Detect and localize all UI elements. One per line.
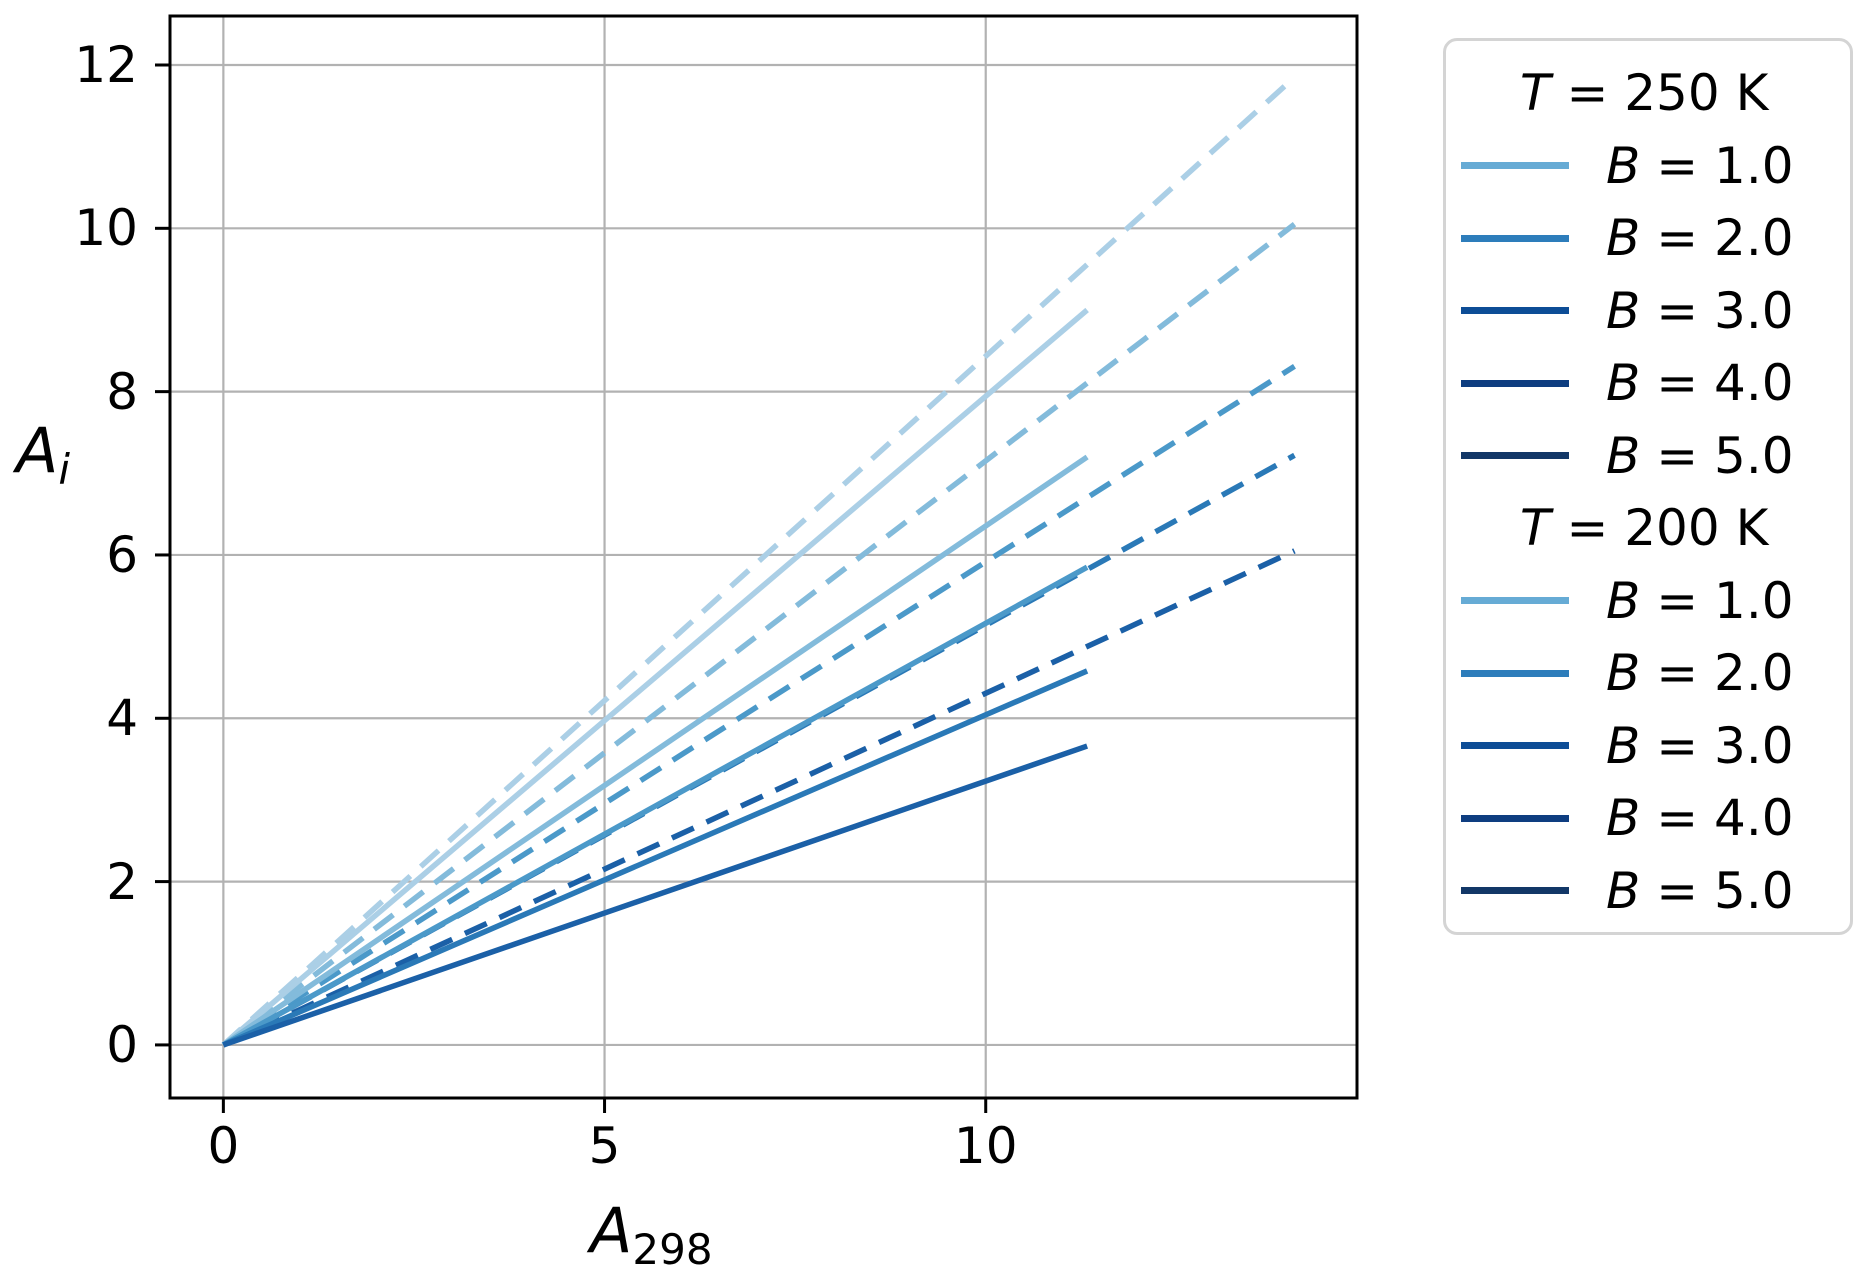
legend-label-value: = 3.0	[1656, 281, 1794, 340]
x-tick-label: 5	[588, 1117, 621, 1175]
legend-label-variable: B	[1606, 861, 1641, 920]
legend-swatch	[1461, 814, 1569, 822]
legend-swatch	[1461, 307, 1569, 314]
legend-label-value: = 1.0	[1656, 136, 1794, 195]
legend-label: B = 2.0	[1606, 644, 1794, 702]
legend-label-variable: B	[1606, 426, 1641, 485]
x-axis-label-subscript: 298	[632, 1225, 713, 1274]
x-axis-label-base: A	[590, 1194, 633, 1267]
legend-swatch	[1461, 597, 1569, 604]
legend-label-variable: B	[1606, 281, 1641, 340]
legend-label-value: = 5.0	[1656, 426, 1794, 485]
y-tick-label: 0	[106, 1015, 138, 1074]
y-tick-label: 12	[74, 35, 138, 94]
series-line	[221, 222, 1297, 1048]
legend-item: B = 3.0	[1446, 710, 1850, 782]
legend-label-variable: B	[1606, 716, 1641, 775]
legend-label: T = 200 K	[1520, 499, 1768, 557]
legend-label-value: = 250 K	[1566, 64, 1769, 122]
legend-label-value: = 2.0	[1656, 209, 1794, 267]
legend-swatch	[1461, 379, 1569, 387]
legend-group-header: T = 200 K	[1446, 492, 1850, 564]
series-line	[222, 548, 1296, 1048]
legend-item: B = 1.0	[1446, 565, 1850, 637]
legend-item: B = 4.0	[1446, 782, 1850, 854]
legend-label-variable: B	[1606, 209, 1641, 267]
legend-item: B = 5.0	[1446, 855, 1850, 927]
legend-label: B = 5.0	[1606, 862, 1794, 920]
y-tick-label: 4	[106, 689, 138, 748]
series-line	[221, 454, 1089, 1048]
x-axis-label: A298	[590, 1200, 713, 1279]
legend-swatch	[1461, 742, 1569, 749]
legend-swatch	[1461, 887, 1569, 894]
legend-item: B = 2.0	[1446, 202, 1850, 274]
legend-label-variable: B	[1606, 136, 1641, 195]
x-tick-label: 0	[207, 1117, 240, 1175]
y-axis-label-base: A	[16, 414, 59, 487]
series-line	[222, 743, 1089, 1048]
legend-swatch	[1461, 452, 1569, 459]
legend-item: B = 1.0	[1446, 130, 1850, 202]
legend-label-variable: T	[1520, 64, 1551, 122]
y-tick-label: 2	[106, 852, 138, 911]
legend-label: T = 250 K	[1520, 64, 1768, 122]
legend-label-value: = 4.0	[1656, 789, 1794, 847]
legend-label-variable: T	[1520, 499, 1551, 557]
legend-label-value: = 2.0	[1656, 644, 1794, 702]
series-line	[221, 363, 1296, 1048]
legend-item: B = 4.0	[1446, 347, 1850, 419]
y-tick-label: 10	[74, 199, 138, 258]
legend-group-header: T = 250 K	[1446, 57, 1850, 129]
y-tick-label: 8	[106, 362, 138, 421]
legend-swatch	[1461, 234, 1569, 242]
y-tick-label: 6	[106, 525, 138, 584]
series-line	[222, 668, 1089, 1048]
legend-label-value: = 4.0	[1656, 354, 1794, 412]
legend-label-value: = 1.0	[1656, 571, 1794, 630]
legend-swatch	[1461, 669, 1569, 677]
axes-spines	[168, 14, 1359, 1100]
legend-label: B = 3.0	[1606, 717, 1794, 775]
y-axis-label-subscript: i	[58, 445, 71, 494]
legend-label-variable: B	[1606, 644, 1641, 702]
series-line	[222, 564, 1089, 1048]
legend-label: B = 1.0	[1606, 572, 1794, 630]
legend-label: B = 4.0	[1606, 789, 1794, 847]
y-axis-label: Ai	[16, 420, 70, 501]
x-tick-label: 10	[953, 1117, 1018, 1175]
legend-label: B = 2.0	[1606, 209, 1794, 267]
legend-item: B = 2.0	[1446, 637, 1850, 709]
series-line	[221, 307, 1089, 1048]
legend-label: B = 4.0	[1606, 354, 1794, 412]
legend-label: B = 5.0	[1606, 427, 1794, 485]
legend-label: B = 1.0	[1606, 137, 1794, 195]
legend-label-variable: B	[1606, 571, 1641, 630]
legend-label-variable: B	[1606, 789, 1641, 847]
legend-item: B = 5.0	[1446, 420, 1850, 492]
legend-label-value: = 3.0	[1656, 716, 1794, 775]
legend-label: B = 3.0	[1606, 282, 1794, 340]
legend-label-value: = 200 K	[1566, 499, 1769, 557]
series-line	[221, 75, 1297, 1047]
legend-label-variable: B	[1606, 354, 1641, 412]
legend-item: B = 3.0	[1446, 275, 1850, 347]
legend-swatch	[1461, 162, 1569, 169]
legend-label-value: = 5.0	[1656, 861, 1794, 920]
